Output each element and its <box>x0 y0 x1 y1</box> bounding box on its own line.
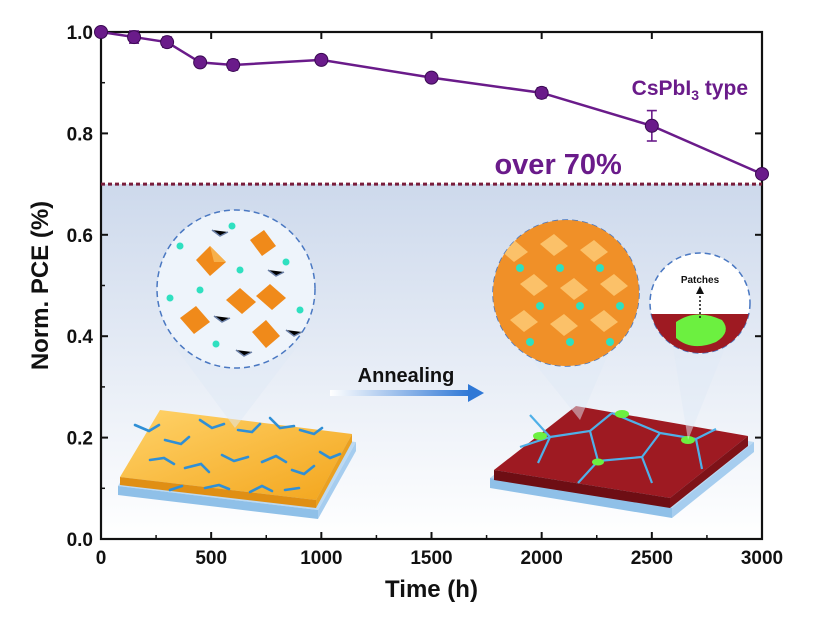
precursor-film <box>118 410 356 519</box>
y-tick-label: 0.0 <box>67 530 93 551</box>
lattice-magnifier <box>492 219 640 420</box>
x-tick-label: 2500 <box>631 548 673 569</box>
data-point <box>534 85 549 100</box>
series-suffix: type <box>699 77 748 100</box>
data-point <box>226 57 241 72</box>
y-tick-label: 0.6 <box>67 226 93 247</box>
y-tick-label: 1.0 <box>67 23 93 44</box>
axes: 0 500 1000 1500 2000 2500 3000 0.0 0.2 0.4 0.6 0.8 1… <box>67 23 784 569</box>
data-point <box>314 52 329 67</box>
x-tick-label: 0 <box>96 548 107 569</box>
y-tick-label: 0.4 <box>67 327 94 348</box>
annealing-illustration: Annealing <box>118 209 754 519</box>
data-point <box>755 166 769 181</box>
data-point <box>424 70 439 85</box>
annealing-arrow: Annealing <box>330 365 484 402</box>
x-tick-label: 3000 <box>741 548 783 569</box>
series-label: CsPbI3 type <box>632 77 748 103</box>
series-line <box>100 30 763 176</box>
series-subscript: 3 <box>691 87 699 103</box>
data-point <box>127 30 142 45</box>
data-point <box>193 55 208 70</box>
series-name: CsPbI <box>632 77 692 100</box>
annealing-label: Annealing <box>358 365 455 387</box>
threshold-label: over 70% <box>494 149 622 181</box>
y-tick-label: 0.8 <box>67 124 93 145</box>
data-point <box>644 118 659 133</box>
x-tick-label: 500 <box>195 548 227 569</box>
data-point <box>94 25 108 39</box>
precursor-magnifier <box>156 209 316 428</box>
x-axis-title: Time (h) <box>385 576 478 603</box>
series-group <box>94 25 769 181</box>
data-point <box>160 35 175 50</box>
x-tick-label: 1000 <box>300 548 342 569</box>
y-tick-label: 0.2 <box>67 429 93 450</box>
x-tick-label: 2000 <box>521 548 563 569</box>
x-tick-label: 1500 <box>410 548 452 569</box>
y-axis-title: Norm. PCE (%) <box>27 201 54 370</box>
patches-magnifier: Patches <box>649 252 751 440</box>
patches-label: Patches <box>681 275 720 286</box>
